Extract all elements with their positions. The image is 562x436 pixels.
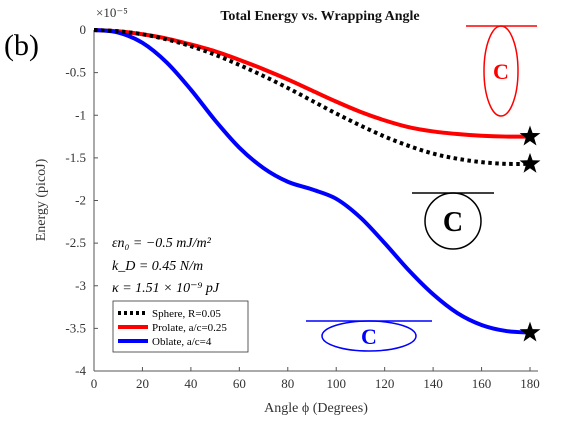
y-axis-label: Energy (picoJ) (34, 158, 49, 241)
legend-label-oblate: Oblate, a/c=4 (152, 336, 212, 348)
x-tick-label: 100 (326, 376, 346, 391)
x-tick-label: 160 (472, 376, 492, 391)
y-tick-label: -2 (75, 193, 86, 208)
y-tick-label: 0 (80, 22, 87, 37)
end-markers (519, 125, 541, 342)
prolate-shape-illustration: C (466, 25, 537, 117)
sphere-circle (424, 192, 482, 250)
series-line-prolate (93, 28, 531, 139)
equation-3: κ = 1.51 × 10⁻⁹ pJ (112, 281, 220, 296)
chart-title: Total Energy vs. Wrapping Angle (220, 9, 419, 24)
series-group (93, 28, 531, 335)
prolate-shape-label: C (493, 59, 509, 84)
x-tick-label: 180 (520, 376, 540, 391)
legend-label-sphere: Sphere, R=0.05 (152, 308, 221, 320)
legend-label-prolate: Prolate, a/c=0.25 (152, 322, 227, 334)
end-star-marker (519, 152, 541, 173)
oblate-shape-label: C (361, 324, 377, 349)
x-tick-label: 120 (375, 376, 395, 391)
end-star-marker (519, 321, 541, 342)
y-tick-label: -1 (75, 107, 86, 122)
x-tick-label: 40 (184, 376, 197, 391)
y-tick-label: -1.5 (65, 150, 86, 165)
equation-2: k_D = 0.45 N/m (112, 259, 203, 274)
end-star-marker (519, 125, 541, 146)
series-line-oblate (93, 28, 531, 335)
panel-label: (b) (4, 29, 39, 62)
y-tick-label: -3 (75, 278, 86, 293)
sphere-shape-label: C (443, 207, 463, 238)
x-tick-label: 0 (91, 376, 98, 391)
y-tick-label: -2.5 (65, 235, 86, 250)
equation-1: εn₀ = −0.5 mJ/m² (112, 236, 212, 251)
y-exponent-label: ×10⁻⁵ (96, 5, 128, 20)
axis-ticks: 0 20 40 60 80 100 120 140 160 180 0 -0.5 -1 -1.5 -2 -2.… (65, 22, 539, 391)
oblate-shape-illustration: C (306, 320, 432, 352)
oblate-ellipse (321, 320, 417, 352)
x-axis-label: Angle ϕ (Degrees) (264, 401, 368, 416)
x-tick-label: 80 (281, 376, 294, 391)
series-line-sphere (93, 28, 531, 166)
sphere-shape-illustration: C (412, 192, 494, 250)
y-tick-label: -4 (75, 363, 86, 378)
legend: Sphere, R=0.05 Prolate, a/c=0.25 Oblate,… (112, 300, 249, 353)
y-tick-label: -0.5 (65, 65, 86, 80)
x-tick-label: 140 (423, 376, 443, 391)
x-tick-label: 60 (233, 376, 246, 391)
prolate-ellipse (483, 25, 519, 117)
y-tick-label: -3.5 (65, 320, 86, 335)
x-tick-label: 20 (136, 376, 149, 391)
